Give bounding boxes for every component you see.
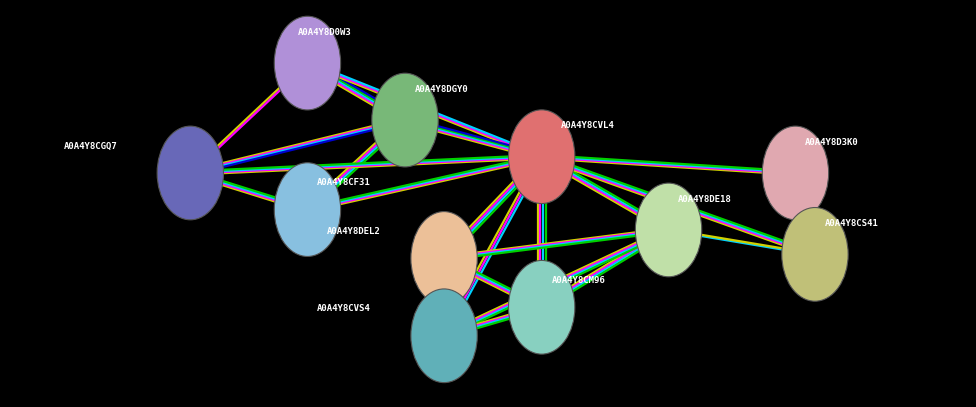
Ellipse shape [508, 110, 575, 204]
Text: A0A4Y8DEL2: A0A4Y8DEL2 [327, 227, 381, 236]
Text: A0A4Y8CM96: A0A4Y8CM96 [551, 276, 605, 285]
Ellipse shape [635, 183, 702, 277]
Ellipse shape [762, 126, 829, 220]
Text: A0A4Y8DGY0: A0A4Y8DGY0 [415, 85, 468, 94]
Ellipse shape [274, 163, 341, 256]
Text: A0A4Y8CS41: A0A4Y8CS41 [825, 219, 878, 228]
Ellipse shape [274, 16, 341, 110]
Text: A0A4Y8DE18: A0A4Y8DE18 [678, 195, 732, 204]
Text: A0A4Y8CVL4: A0A4Y8CVL4 [561, 121, 615, 130]
Text: A0A4Y8CF31: A0A4Y8CF31 [317, 178, 371, 187]
Text: A0A4Y8CVS4: A0A4Y8CVS4 [317, 304, 371, 313]
Ellipse shape [782, 208, 848, 301]
Ellipse shape [372, 73, 438, 167]
Ellipse shape [157, 126, 224, 220]
Text: A0A4Y8D0W3: A0A4Y8D0W3 [298, 28, 351, 37]
Text: A0A4Y8CGQ7: A0A4Y8CGQ7 [63, 142, 117, 151]
Ellipse shape [411, 289, 477, 383]
Ellipse shape [508, 260, 575, 354]
Text: A0A4Y8D3K0: A0A4Y8D3K0 [805, 138, 859, 147]
Ellipse shape [411, 212, 477, 305]
